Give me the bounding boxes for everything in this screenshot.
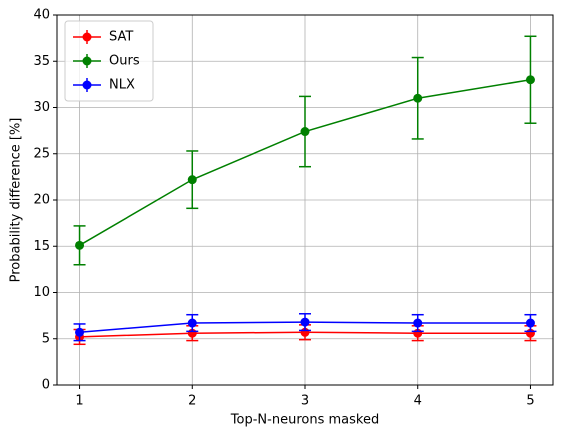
marker [187, 318, 197, 328]
y-axis-label: Probability difference [%] [9, 118, 24, 283]
marker [300, 317, 310, 327]
y-tick-label: 30 [33, 100, 50, 115]
x-tick-label: 1 [75, 394, 83, 409]
y-tick-label: 25 [33, 146, 50, 161]
legend-marker [82, 32, 92, 42]
marker [413, 318, 423, 328]
marker [413, 93, 423, 103]
x-tick-label: 2 [188, 394, 196, 409]
marker [187, 175, 197, 185]
marker [525, 75, 535, 85]
marker [300, 127, 310, 137]
legend-label: Ours [109, 54, 140, 69]
x-tick-label: 5 [526, 394, 534, 409]
y-tick-label: 20 [33, 193, 50, 208]
y-tick-label: 40 [33, 8, 50, 23]
y-tick-label: 10 [33, 285, 50, 300]
marker [75, 327, 85, 337]
plot-frame [56, 14, 554, 386]
y-tick-label: 0 [42, 378, 50, 393]
x-axis-label: Top-N-neurons masked [230, 413, 379, 428]
x-tick-label: 3 [301, 394, 309, 409]
marker [525, 318, 535, 328]
series [73, 313, 537, 342]
legend-marker [82, 80, 92, 90]
x-tick-label: 4 [414, 394, 422, 409]
y-tick-label: 5 [42, 331, 50, 346]
legend-marker [82, 56, 92, 66]
marker [75, 240, 85, 250]
y-tick-label: 15 [33, 239, 50, 254]
legend-label: NLX [109, 78, 135, 93]
legend-label: SAT [109, 30, 133, 45]
y-tick-label: 35 [33, 54, 50, 69]
series [73, 35, 537, 266]
